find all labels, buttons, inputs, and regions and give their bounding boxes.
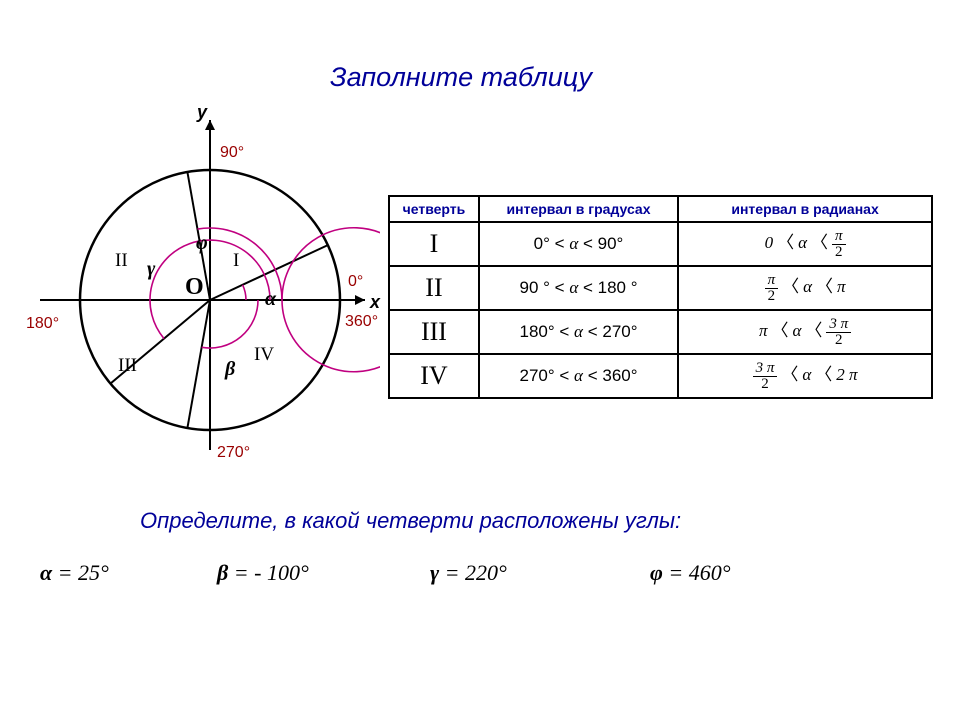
subtitle: Определите, в какой четверти расположены…: [140, 508, 681, 534]
cell-degrees: 0° < α < 90°: [479, 222, 678, 266]
gamma-label: γ: [147, 258, 155, 281]
page-title: Заполните таблицу: [330, 62, 592, 93]
origin-label: O: [185, 274, 204, 301]
y-axis-label: y: [197, 102, 207, 123]
cell-quarter: I: [389, 222, 479, 266]
cell-degrees: 90 ° < α < 180 °: [479, 266, 678, 310]
cell-quarter: III: [389, 310, 479, 354]
quadrant-4: IV: [254, 344, 274, 366]
deg-270: 270°: [217, 444, 250, 462]
angle-assignment: φ = 460°: [650, 560, 731, 586]
angle-assignment: γ = 220°: [430, 560, 507, 586]
deg-90: 90°: [220, 144, 244, 162]
cell-degrees: 180° < α < 270°: [479, 310, 678, 354]
cell-radians: π2〈α〈π: [678, 266, 932, 310]
cell-radians: 3 π2〈α〈2 π: [678, 354, 932, 398]
th-degrees: интервал в градусах: [479, 196, 678, 222]
th-radians: интервал в радианах: [678, 196, 932, 222]
quadrant-table: четверть интервал в градусах интервал в …: [388, 195, 933, 399]
angle-assignment: α = 25°: [40, 560, 109, 586]
table: четверть интервал в градусах интервал в …: [388, 195, 933, 399]
unit-circle-diagram: y x 90° 0° 360° 180° 270° O I II III IV …: [20, 100, 380, 480]
deg-360: 360°: [345, 313, 378, 331]
cell-radians: 0〈α〈π2: [678, 222, 932, 266]
alpha-label: α: [265, 288, 276, 311]
beta-label: β: [225, 358, 235, 381]
phi-label: φ: [196, 232, 208, 255]
deg-180: 180°: [26, 315, 59, 333]
cell-quarter: II: [389, 266, 479, 310]
table-row: I0° < α < 90°0〈α〈π2: [389, 222, 932, 266]
table-row: II90 ° < α < 180 °π2〈α〈π: [389, 266, 932, 310]
th-quarter: четверть: [389, 196, 479, 222]
table-row: III180° < α < 270°π〈α〈3 π2: [389, 310, 932, 354]
table-row: IV270° < α < 360°3 π2〈α〈2 π: [389, 354, 932, 398]
quadrant-2: II: [115, 250, 128, 272]
cell-radians: π〈α〈3 π2: [678, 310, 932, 354]
quadrant-3: III: [118, 355, 137, 377]
angle-assignment: β = - 100°: [217, 560, 309, 586]
quadrant-1: I: [233, 250, 239, 272]
cell-quarter: IV: [389, 354, 479, 398]
cell-degrees: 270° < α < 360°: [479, 354, 678, 398]
x-axis-label: x: [370, 292, 380, 313]
deg-0: 0°: [348, 273, 363, 291]
